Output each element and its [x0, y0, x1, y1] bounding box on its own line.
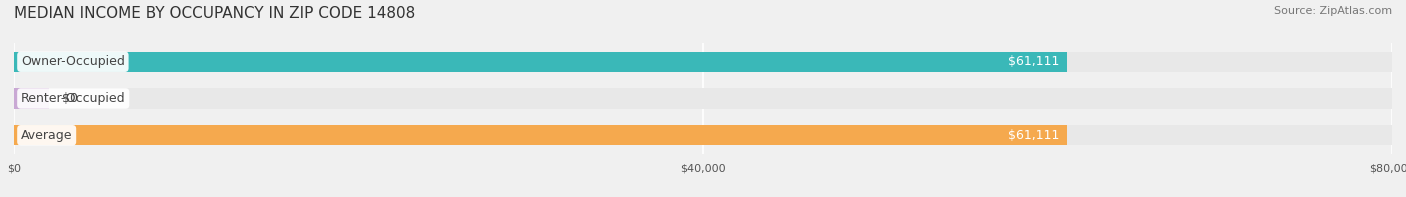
Text: MEDIAN INCOME BY OCCUPANCY IN ZIP CODE 14808: MEDIAN INCOME BY OCCUPANCY IN ZIP CODE 1…: [14, 6, 415, 21]
Text: Renter-Occupied: Renter-Occupied: [21, 92, 125, 105]
Text: $61,111: $61,111: [1008, 55, 1060, 68]
Bar: [14, 52, 1392, 72]
Bar: [14, 52, 1067, 72]
Bar: [14, 88, 48, 109]
Text: Owner-Occupied: Owner-Occupied: [21, 55, 125, 68]
Bar: [14, 125, 1392, 145]
Bar: [14, 125, 1067, 145]
Text: $61,111: $61,111: [1008, 129, 1060, 142]
Bar: [14, 88, 1392, 109]
Text: Average: Average: [21, 129, 73, 142]
Text: $0: $0: [62, 92, 79, 105]
Text: Source: ZipAtlas.com: Source: ZipAtlas.com: [1274, 6, 1392, 16]
